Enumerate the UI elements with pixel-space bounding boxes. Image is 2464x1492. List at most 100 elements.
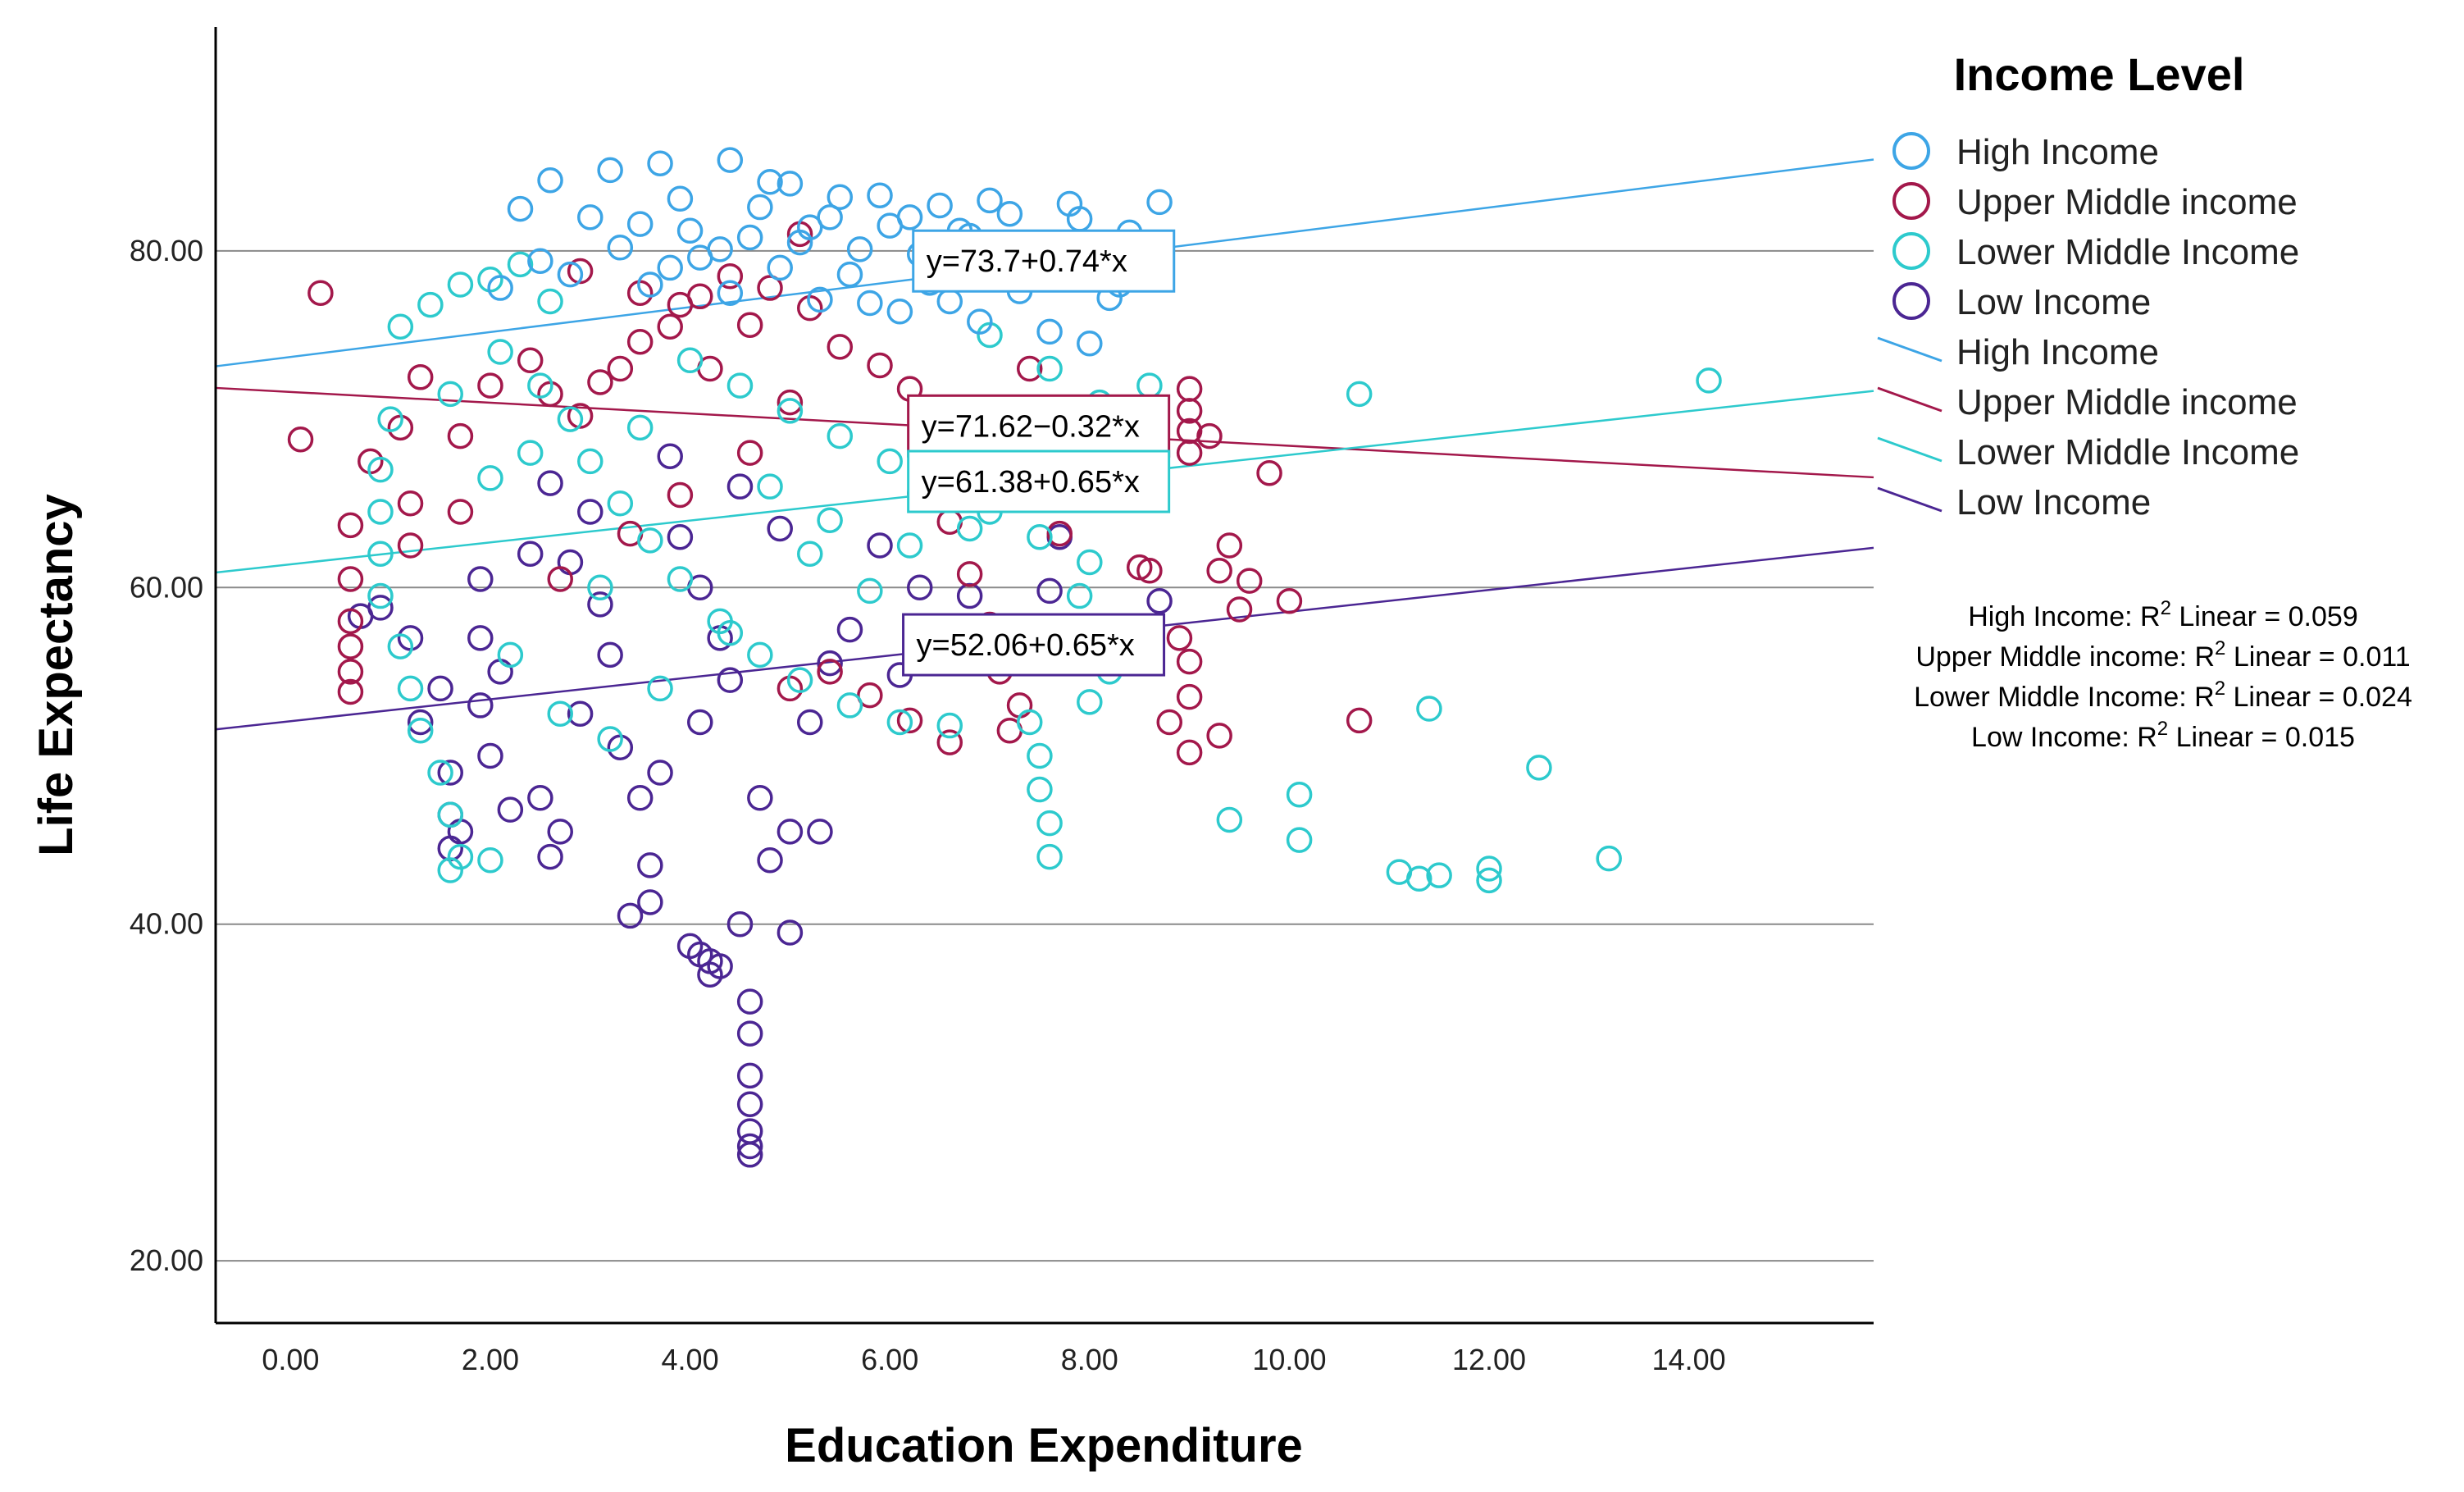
scatter-point xyxy=(1016,709,1043,736)
scatter-point xyxy=(676,347,704,374)
scatter-point xyxy=(1077,549,1103,576)
scatter-point xyxy=(517,440,544,466)
scatter-point xyxy=(797,214,823,240)
x-tick-label: 4.00 xyxy=(662,1343,719,1376)
scatter-point xyxy=(577,448,603,475)
scatter-point xyxy=(667,481,694,509)
scatter-point xyxy=(817,507,843,533)
scatter-point xyxy=(1036,843,1063,870)
legend-label: Lower Middle Income xyxy=(1956,232,2299,272)
scatter-point xyxy=(967,308,993,335)
legend-label: High Income xyxy=(1956,132,2159,172)
scatter-point xyxy=(717,262,744,290)
scatter-point xyxy=(1146,189,1173,216)
scatter-point xyxy=(736,1020,763,1047)
scatter-point xyxy=(857,290,883,317)
scatter-point xyxy=(1476,867,1502,894)
scatter-point xyxy=(1176,398,1203,424)
scatter-point xyxy=(726,473,754,500)
scatter-point xyxy=(777,398,804,424)
scatter-point xyxy=(337,566,364,592)
scatter-point xyxy=(747,785,773,811)
x-tick-label: 8.00 xyxy=(1061,1343,1118,1376)
scatter-point xyxy=(527,248,553,274)
legend-line-marker xyxy=(1877,486,1943,513)
scatter-point xyxy=(836,692,863,719)
scatter-point xyxy=(1036,577,1063,605)
scatter-point xyxy=(736,1133,763,1160)
scatter-point xyxy=(736,440,763,466)
scatter-point xyxy=(736,1142,763,1168)
scatter-point xyxy=(447,422,474,449)
r2-annotation: Upper Middle income: R2 Linear = 0.011 xyxy=(1915,637,2410,673)
scatter-point xyxy=(777,389,804,416)
scatter-point xyxy=(417,291,444,318)
scatter-point xyxy=(757,473,783,500)
scatter-point xyxy=(527,785,553,811)
scatter-point xyxy=(667,566,694,592)
scatter-point xyxy=(1036,810,1063,837)
scatter-point xyxy=(667,291,694,318)
scatter-point xyxy=(807,286,833,313)
scatter-point xyxy=(367,499,394,525)
scatter-point xyxy=(427,760,453,786)
scatter-point xyxy=(757,169,783,195)
y-axis-title: Life Expectancy xyxy=(30,494,83,856)
equation-label: y=73.7+0.74*x xyxy=(927,244,1127,279)
scatter-point xyxy=(896,707,923,734)
scatter-point xyxy=(607,490,634,517)
scatter-point xyxy=(607,355,634,382)
scatter-point xyxy=(1036,355,1063,382)
scatter-point xyxy=(717,147,744,173)
scatter-point xyxy=(846,236,873,262)
scatter-point xyxy=(1476,856,1502,882)
scatter-point xyxy=(337,659,364,685)
scatter-point xyxy=(337,633,364,659)
scatter-point xyxy=(1596,845,1622,872)
legend-line-marker xyxy=(1877,386,1943,413)
scatter-point xyxy=(537,167,563,194)
scatter-point xyxy=(617,902,644,929)
scatter-point xyxy=(817,650,843,677)
scatter-point xyxy=(1176,648,1203,675)
scatter-point xyxy=(517,541,544,568)
scatter-point xyxy=(817,659,843,685)
y-tick-label: 20.00 xyxy=(130,1243,203,1277)
scatter-point xyxy=(437,381,463,408)
scatter-point xyxy=(657,254,683,281)
scatter-point xyxy=(736,1062,763,1089)
equation-label: y=52.06+0.65*x xyxy=(917,628,1135,663)
scatter-point xyxy=(1027,776,1053,803)
scatter-point xyxy=(886,709,913,736)
scatter-point xyxy=(387,313,414,340)
scatter-point xyxy=(587,369,613,395)
scatter-point xyxy=(567,700,594,727)
r2-value: Linear = 0.024 xyxy=(2225,682,2412,713)
scatter-point xyxy=(657,313,683,340)
scatter-point xyxy=(827,184,854,210)
scatter-point xyxy=(777,919,804,946)
scatter-point xyxy=(1126,554,1153,581)
scatter-point xyxy=(537,470,563,496)
scatter-point xyxy=(477,465,503,491)
scatter-point xyxy=(477,742,503,769)
scatter-point xyxy=(1216,532,1243,559)
scatter-point xyxy=(1236,568,1263,594)
scatter-point xyxy=(367,582,394,609)
legend-line-label: Low Income xyxy=(1956,482,2151,522)
scatter-point xyxy=(467,625,494,651)
scatter-point xyxy=(786,667,813,693)
scatter-point xyxy=(557,406,584,432)
y-tick-label: 40.00 xyxy=(130,907,203,941)
scatter-point xyxy=(547,819,573,845)
scatter-point xyxy=(676,217,704,244)
scatter-point xyxy=(827,334,854,360)
r2-value: Linear = 0.011 xyxy=(2225,641,2410,673)
scatter-point xyxy=(626,785,654,811)
scatter-point xyxy=(1166,625,1193,651)
scatter-point xyxy=(487,275,513,301)
scatter-point xyxy=(1206,558,1232,584)
scatter-point xyxy=(717,619,744,646)
scatter-point xyxy=(1286,827,1313,853)
